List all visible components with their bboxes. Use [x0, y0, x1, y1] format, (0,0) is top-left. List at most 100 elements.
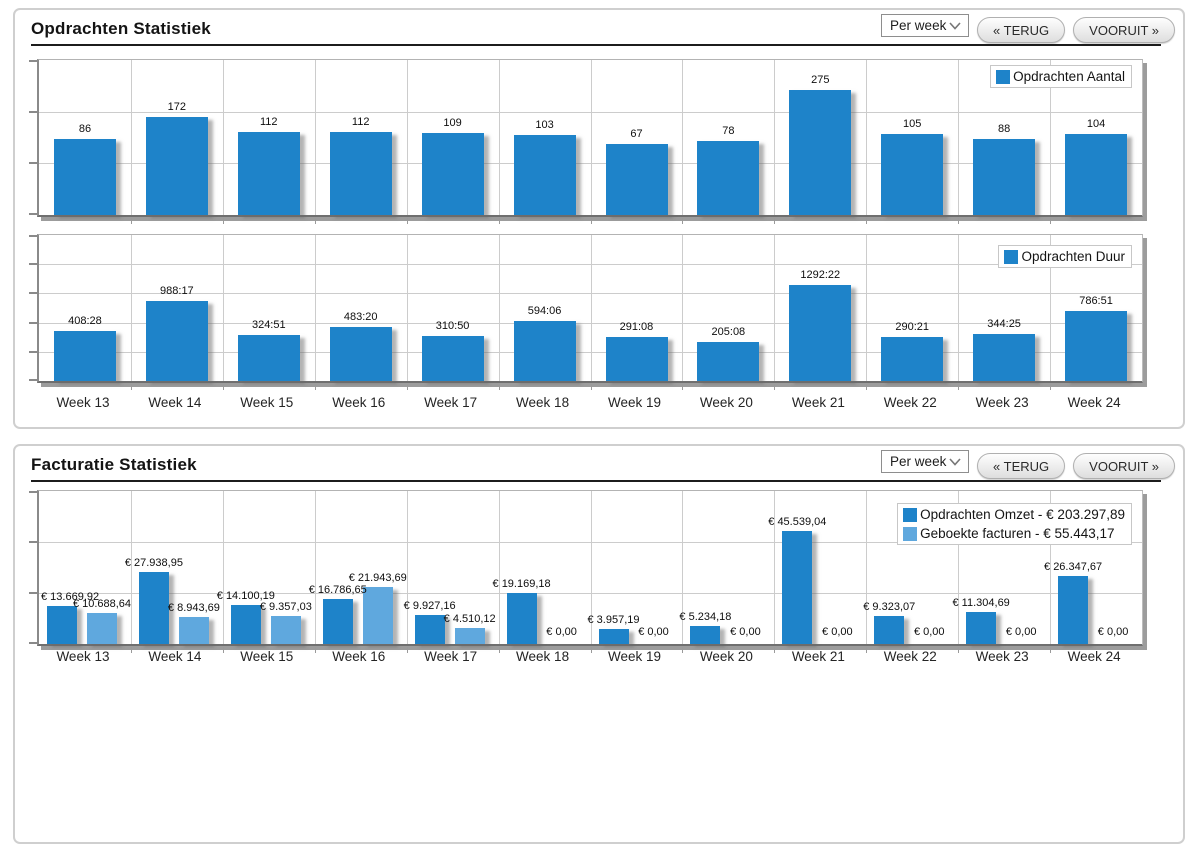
horizontal-gridline — [39, 293, 1142, 294]
omzet-bar[interactable] — [322, 599, 353, 644]
axis-tick — [314, 218, 316, 224]
vertical-gridline — [590, 491, 592, 644]
facturen-bar[interactable] — [270, 616, 301, 644]
vooruit-button[interactable]: VOORUIT » — [1073, 17, 1175, 43]
aantal-bar[interactable] — [881, 134, 944, 215]
period-select[interactable]: Per week — [881, 14, 970, 37]
duur-bar[interactable] — [789, 285, 852, 381]
duur-bar[interactable] — [237, 335, 300, 381]
week-label: Week 17 — [424, 649, 478, 664]
chart-opdrachten-duur: 408:28 988:17 324:51 483:20 310:50 594:06 291:… — [29, 234, 1143, 390]
bar-value-label: 86 — [78, 123, 92, 135]
bar-value-label: € 10.688,64 — [72, 598, 132, 610]
bar-value-label: 1292:22 — [800, 269, 841, 281]
panel-facturatie-statistiek: Facturatie Statistiek Per week « TERUG V… — [13, 444, 1185, 844]
duur-bar[interactable] — [1065, 311, 1128, 381]
omzet-bar[interactable] — [874, 616, 905, 644]
vertical-gridline — [682, 235, 684, 381]
facturen-bar[interactable] — [362, 587, 393, 644]
vertical-gridline — [222, 491, 224, 644]
vertical-gridline — [590, 235, 592, 381]
duur-bar[interactable] — [973, 334, 1036, 381]
facturen-bar[interactable] — [454, 628, 485, 644]
terug-button[interactable]: « TERUG — [977, 453, 1066, 479]
bar-value-label: 786:51 — [1079, 295, 1113, 307]
bar-value-label: € 0,00 — [913, 626, 945, 638]
panel-opdrachten-statistiek: Opdrachten Statistiek Per week « TERUG V… — [13, 8, 1185, 429]
omzet-bar[interactable] — [506, 593, 537, 644]
omzet-bar[interactable] — [690, 626, 721, 644]
aantal-bar[interactable] — [237, 132, 300, 215]
aantal-bar[interactable] — [605, 144, 668, 215]
axis-tick — [590, 218, 592, 224]
vertical-gridline — [774, 235, 776, 381]
week-label: Week 21 — [791, 395, 845, 410]
duur-bar[interactable] — [605, 337, 668, 381]
bar-value-label: 988:17 — [160, 285, 194, 297]
vertical-gridline — [1050, 60, 1052, 215]
omzet-bar[interactable] — [138, 572, 169, 644]
axis-tick — [29, 322, 37, 324]
axis-tick — [29, 541, 37, 543]
axis-tick — [29, 592, 37, 594]
bar-value-label: € 9.927,16 — [403, 600, 456, 612]
legend-label: Opdrachten Omzet - € 203.297,89 — [920, 507, 1125, 522]
bar-value-label: € 0,00 — [1097, 626, 1129, 638]
duur-bar[interactable] — [513, 321, 576, 381]
omzet-bar[interactable] — [966, 612, 997, 644]
period-select[interactable]: Per week — [881, 450, 970, 473]
aantal-bar[interactable] — [145, 117, 208, 215]
duur-bar[interactable] — [54, 331, 116, 381]
axis-tick — [590, 647, 592, 653]
bar-value-label: € 19.169,18 — [492, 578, 551, 590]
horizontal-gridline — [39, 163, 1142, 164]
aantal-bar[interactable] — [789, 90, 852, 215]
bar-value-label: € 0,00 — [638, 626, 669, 638]
bar-value-label: 88 — [997, 123, 1011, 135]
vertical-gridline — [774, 60, 776, 215]
panel-controls: Per week « TERUG VOORUIT » — [881, 14, 1175, 43]
duur-bar[interactable] — [329, 327, 392, 381]
aantal-bar[interactable] — [1065, 134, 1128, 215]
vertical-gridline — [866, 491, 868, 644]
duur-bar[interactable] — [145, 301, 208, 381]
aantal-bar[interactable] — [329, 132, 392, 215]
facturen-bar[interactable] — [87, 613, 117, 644]
facturen-bar[interactable] — [178, 617, 209, 644]
terug-button[interactable]: « TERUG — [977, 17, 1066, 43]
aantal-bar[interactable] — [421, 133, 484, 215]
panel-controls: Per week « TERUG VOORUIT » — [881, 450, 1175, 479]
duur-bar[interactable] — [881, 337, 944, 381]
bar-value-label: € 9.323,07 — [863, 601, 916, 613]
axis-tick — [29, 379, 37, 381]
axis-tick — [682, 384, 684, 390]
omzet-bar[interactable] — [414, 615, 445, 644]
page-title: Opdrachten Statistiek — [31, 19, 211, 38]
duur-bar[interactable] — [421, 336, 484, 381]
omzet-bar[interactable] — [230, 605, 261, 644]
week-label: Week 22 — [883, 395, 937, 410]
horizontal-gridline — [39, 323, 1142, 324]
omzet-bar[interactable] — [47, 606, 77, 644]
aantal-bar[interactable] — [54, 139, 116, 215]
duur-bar[interactable] — [697, 342, 760, 381]
axis-tick — [866, 647, 868, 653]
bar-value-label: 105 — [903, 118, 922, 130]
axis-tick — [130, 218, 132, 224]
omzet-bar[interactable] — [782, 531, 813, 644]
bar-value-label: € 3.957,19 — [587, 614, 640, 626]
aantal-bar[interactable] — [973, 139, 1036, 215]
title-underline — [31, 44, 1161, 46]
omzet-bar[interactable] — [1058, 576, 1089, 644]
aantal-bar[interactable] — [513, 135, 576, 215]
bar-value-label: 408:28 — [68, 315, 102, 327]
aantal-bar[interactable] — [697, 141, 760, 215]
vooruit-button[interactable]: VOORUIT » — [1073, 453, 1175, 479]
bar-value-label: € 14.100,19 — [216, 590, 275, 602]
omzet-bar[interactable] — [598, 629, 629, 644]
axis-tick — [222, 384, 224, 390]
legend-swatch — [996, 69, 1011, 84]
vertical-gridline — [682, 60, 684, 215]
vertical-gridline — [130, 60, 132, 215]
vertical-gridline — [222, 60, 224, 215]
